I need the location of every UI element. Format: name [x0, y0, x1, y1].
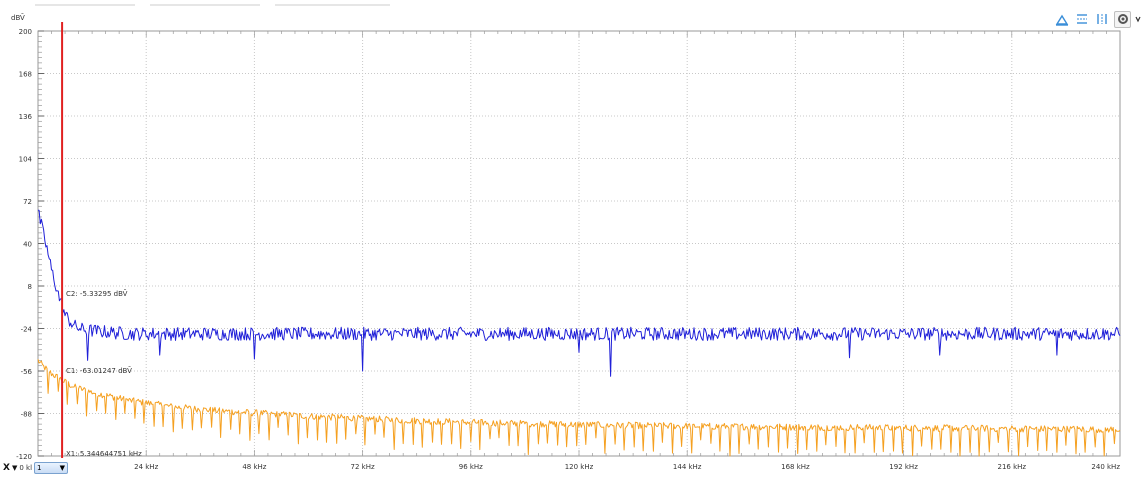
x-tick-label: 96 kHz	[459, 463, 483, 471]
more-icon[interactable]	[1135, 11, 1141, 27]
tab-placeholder[interactable]	[150, 4, 260, 6]
vertical-ruler-icon[interactable]	[1094, 11, 1110, 27]
y-tick-label: 40	[23, 241, 32, 249]
tab-placeholder[interactable]	[35, 4, 135, 6]
x-axis-ticks: 24 kHz 48 kHz 72 kHz 96 kHz 120 kHz 144 kHz 16…	[37, 31, 1121, 471]
series-line-c2	[37, 209, 1121, 377]
y-axis-ticks: 200 168 136 104 72 40 8 -24 -56 -88 -120	[16, 28, 44, 461]
y-tick-label: -88	[21, 411, 32, 419]
cursor-x1-readout: X1: 5.344644751 kHz	[66, 450, 142, 458]
horizontal-ruler-icon[interactable]	[1074, 11, 1090, 27]
x-tick-label: 216 kHz	[998, 463, 1027, 471]
x-tick-label: 168 kHz	[781, 463, 810, 471]
x-tick-label: 144 kHz	[673, 463, 702, 471]
y-tick-label: 104	[19, 156, 33, 164]
x-tick-label: 240 kHz	[1091, 463, 1120, 471]
chart-grid	[37, 30, 1121, 457]
settings-icon[interactable]	[1114, 10, 1131, 28]
y-tick-label: -24	[21, 326, 33, 334]
y-tick-label: 136	[19, 113, 33, 121]
channel-select[interactable]: 1 ▼	[34, 462, 69, 474]
x-tick-label: 120 kHz	[565, 463, 594, 471]
y-tick-label: -56	[21, 368, 33, 376]
y-tick-label: 200	[19, 28, 32, 36]
x-axis-button[interactable]: X	[3, 463, 10, 473]
y-axis-unit: dBV̄	[11, 14, 25, 22]
cursor-c1-readout: C1: -63.01247 dBV̄	[66, 366, 132, 375]
chevron-down-icon: ▼	[59, 464, 66, 472]
y-tick-label: 72	[23, 198, 32, 206]
x-axis-start-label: 0 kl	[19, 464, 33, 472]
chart-series	[37, 209, 1121, 457]
x-tick-label: 192 kHz	[889, 463, 918, 471]
chart-toolbar	[1054, 10, 1141, 28]
cursor-c2-readout: C2: -5.33295 dBV̄	[66, 289, 128, 298]
y-tick-label: 168	[19, 71, 32, 79]
tab-placeholder[interactable]	[275, 4, 390, 6]
chevron-down-icon[interactable]: ▼	[11, 464, 18, 472]
zoom-fit-icon[interactable]	[1054, 11, 1070, 27]
y-tick-label: -120	[16, 453, 32, 461]
y-tick-label: 8	[28, 283, 32, 291]
x-tick-label: 48 kHz	[242, 463, 266, 471]
x-tick-label: 24 kHz	[134, 463, 158, 471]
window-top-bar	[0, 0, 1141, 20]
series-line-c1	[37, 359, 1121, 457]
x-tick-label: 72 kHz	[351, 463, 375, 471]
channel-select-value: 1	[37, 464, 42, 472]
x-axis-control: X ▼ 0 kl 1 ▼	[3, 461, 69, 475]
